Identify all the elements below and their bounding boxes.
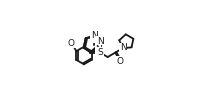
Text: S: S: [97, 48, 103, 57]
Text: O: O: [117, 56, 124, 66]
Text: N: N: [120, 43, 127, 52]
Text: O: O: [68, 39, 75, 48]
Text: N: N: [91, 33, 98, 42]
Text: N: N: [91, 31, 97, 40]
Text: N: N: [97, 37, 104, 46]
Text: N: N: [95, 45, 102, 54]
